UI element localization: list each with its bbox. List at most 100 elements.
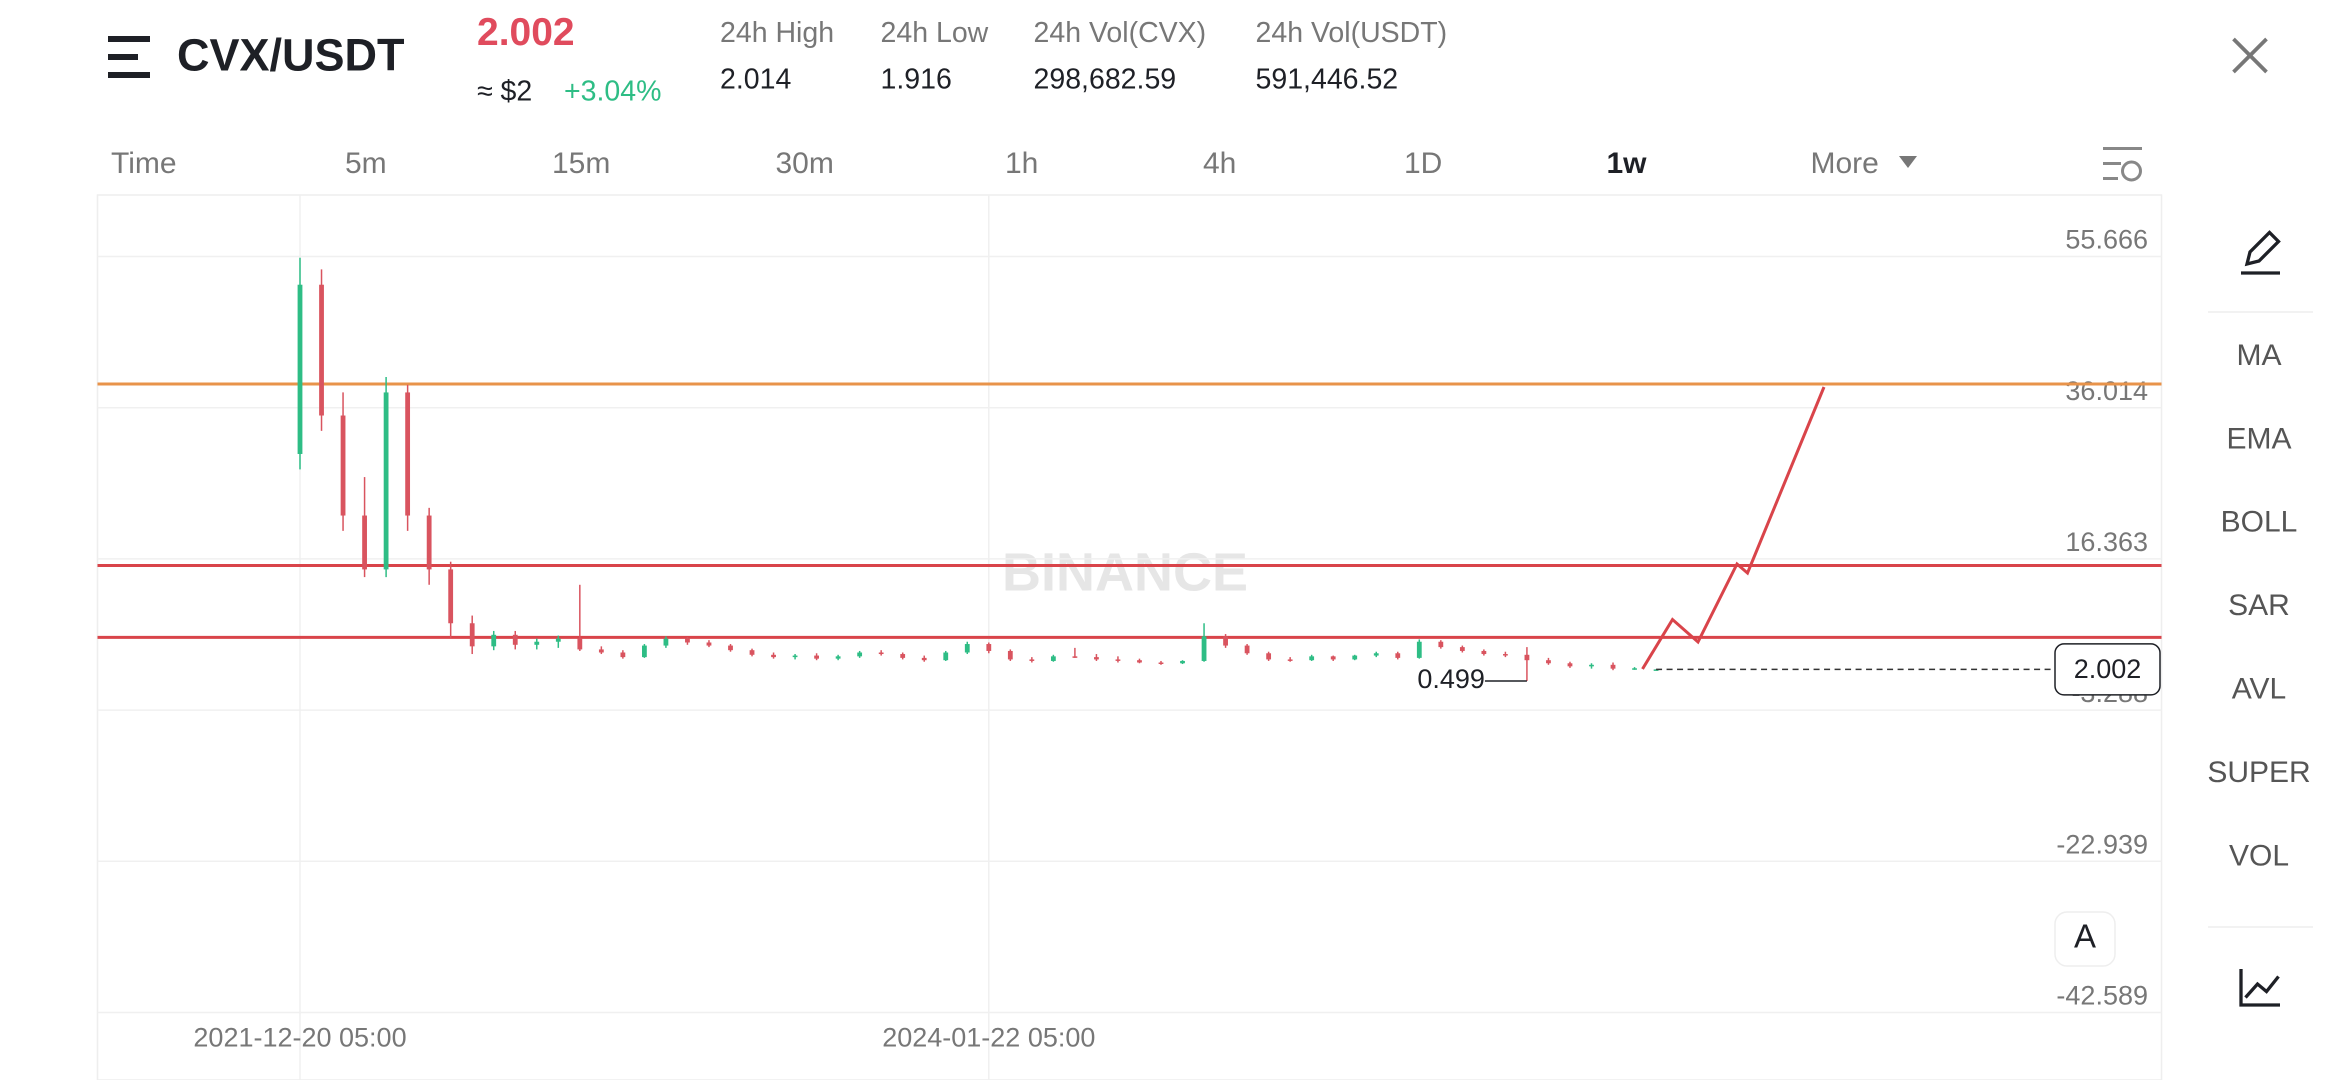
timeframe-tab[interactable]: 1D (1404, 147, 1442, 180)
candle-body (1653, 669, 1659, 671)
candle-body (1223, 636, 1228, 646)
stat-value: 591,446.52 (1256, 64, 1399, 96)
candle-body (340, 415, 346, 516)
chart-type-icon[interactable] (2239, 969, 2280, 1007)
auto-button-label[interactable]: A (2074, 918, 2096, 955)
candle-body (1416, 641, 1422, 658)
timeframe-tab[interactable]: 4h (1203, 147, 1236, 180)
candle-body (1481, 650, 1487, 655)
pair[interactable]: CVX/USDT (177, 29, 405, 80)
candle-body (1180, 660, 1185, 664)
candle-body (1589, 664, 1594, 667)
candle-body (1395, 653, 1401, 658)
candle-body (900, 654, 906, 658)
stat-label: 24h Low (881, 17, 989, 49)
candle-body (491, 634, 497, 647)
timeframe-tab[interactable]: Time (111, 147, 177, 180)
candle-body (685, 638, 690, 643)
candle-body (1094, 657, 1099, 660)
candle-body (426, 515, 432, 570)
candle-body (577, 638, 583, 650)
indicator-button[interactable]: AVL (2232, 673, 2286, 706)
candle-body (319, 284, 324, 416)
candle-body (792, 655, 798, 658)
close-button[interactable] (2232, 37, 2268, 74)
candle-body (1352, 655, 1358, 660)
indicator-button[interactable]: VOL (2229, 839, 2289, 872)
indicator-button[interactable]: SAR (2228, 589, 2290, 622)
stat-label: 24h Vol(USDT) (1256, 17, 1448, 49)
candle-body (383, 392, 389, 570)
candle-body (512, 634, 518, 645)
candle-body (598, 649, 604, 653)
x-tick-label: 2021-12-20 05:00 (193, 1023, 406, 1053)
timeframe-tab[interactable]: 30m (776, 147, 834, 180)
y-tick-label: 55.666 (2065, 225, 2148, 255)
drawn-path[interactable] (1641, 386, 1826, 670)
candle-body (555, 638, 561, 642)
watermark: BINANCE (1002, 542, 1248, 602)
candle-body (534, 641, 540, 645)
candle-body (663, 638, 669, 646)
stat-value: 2.014 (720, 64, 791, 96)
candle-body (1610, 664, 1616, 669)
change: +3.04% (564, 76, 661, 108)
candle-body (620, 652, 626, 658)
candle-body (1050, 656, 1056, 661)
candle-body (749, 650, 755, 655)
stat-value: 298,682.59 (1034, 64, 1177, 96)
indicator-button[interactable]: BOLL (2221, 506, 2298, 539)
price: 2.002 (477, 11, 575, 54)
stat-value: 1.916 (881, 64, 952, 96)
candle-body (1330, 656, 1336, 660)
candle-body (1373, 653, 1379, 656)
indicator-button[interactable]: EMA (2226, 422, 2291, 455)
pencil-icon[interactable] (2241, 230, 2281, 275)
menu-icon[interactable] (108, 36, 150, 78)
candle-body (943, 652, 949, 661)
timeframe-tab[interactable]: 1w (1607, 147, 1648, 180)
candle-body (1287, 659, 1293, 661)
settings-icon[interactable] (2103, 147, 2142, 182)
candle-body (1158, 662, 1164, 664)
candle-body (642, 645, 647, 658)
timeframe-tab[interactable]: More (1811, 147, 1879, 180)
indicator-button[interactable]: MA (2237, 339, 2282, 372)
y-tick-label: 16.363 (2065, 527, 2148, 557)
candle-body (1201, 636, 1207, 661)
candle-body (1546, 660, 1551, 664)
candle-body (857, 652, 863, 657)
auto-button[interactable] (2054, 911, 2116, 967)
y-tick-label: -22.939 (2056, 829, 2148, 859)
last-price-tag (2054, 643, 2161, 696)
last-price-label: 2.002 (2074, 654, 2142, 684)
min-label: 0.499 (1417, 664, 1485, 694)
candle-body (728, 645, 733, 651)
candle-body (1632, 668, 1637, 670)
timeframe-tab[interactable]: 5m (345, 147, 387, 180)
candle-body (448, 569, 454, 624)
y-tick-label: -42.589 (2056, 981, 2148, 1011)
candle-body (362, 515, 367, 570)
candle-body (1029, 659, 1035, 661)
candle-body (1503, 654, 1508, 656)
candle-body (986, 644, 992, 651)
y-tick-label: 36.014 (2065, 376, 2148, 406)
candle-body (1309, 656, 1315, 661)
more-arrow[interactable] (1899, 156, 1917, 168)
timeframe-tab[interactable]: 15m (552, 147, 610, 180)
stat-label: 24h Vol(CVX) (1034, 17, 1207, 49)
x-tick-label: 2024-01-22 05:00 (882, 1023, 1095, 1053)
timeframe-tab[interactable]: 1h (1005, 147, 1038, 180)
candle-body (814, 655, 819, 659)
indicator-button[interactable]: SUPER (2207, 756, 2310, 789)
candle-body (1266, 653, 1272, 660)
candle-body (1115, 659, 1121, 661)
candle-body (1524, 654, 1530, 661)
candle-body (1244, 645, 1250, 654)
candle-body (1072, 656, 1078, 658)
candle-body (706, 642, 712, 646)
approx-price: ≈ $2 (477, 76, 532, 108)
